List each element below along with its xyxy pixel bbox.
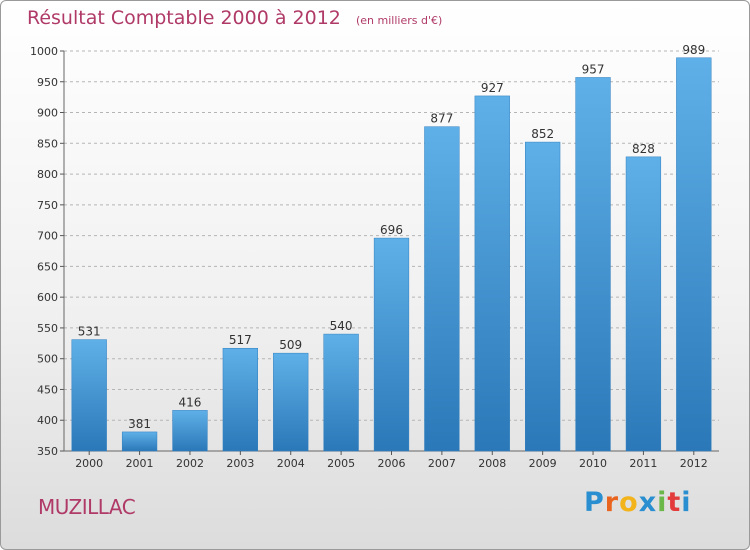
logo-letter: t xyxy=(667,487,682,518)
value-label-2003: 517 xyxy=(229,333,252,347)
x-tick-label-2001: 2001 xyxy=(126,457,154,470)
bar-2012 xyxy=(676,57,712,452)
logo-letter: r xyxy=(604,487,620,518)
x-tick-label-2006: 2006 xyxy=(378,457,406,470)
x-tick-label-2012: 2012 xyxy=(680,457,708,470)
x-tick-label-2003: 2003 xyxy=(226,457,254,470)
value-label-2009: 852 xyxy=(531,127,554,141)
x-tick-label-2005: 2005 xyxy=(327,457,355,470)
y-tick-label: 500 xyxy=(37,353,58,366)
y-tick-label: 400 xyxy=(37,414,58,427)
y-tick-label: 850 xyxy=(37,137,58,150)
value-label-2011: 828 xyxy=(632,142,655,156)
x-tick-label-2011: 2011 xyxy=(629,457,657,470)
bar-2009 xyxy=(525,141,561,452)
bar-2011 xyxy=(625,156,662,452)
value-label-2008: 927 xyxy=(481,81,504,95)
value-label-2006: 696 xyxy=(380,223,403,237)
y-tick-label: 800 xyxy=(37,168,58,181)
bar-2000 xyxy=(71,339,107,452)
logo-letter: i xyxy=(657,487,668,518)
value-label-2010: 957 xyxy=(582,62,605,76)
x-tick-label-2000: 2000 xyxy=(75,457,103,470)
y-tick-label: 600 xyxy=(37,291,58,304)
y-tick-label: 1000 xyxy=(30,45,58,58)
y-tick-label: 550 xyxy=(37,322,58,335)
chart-unit: (en milliers d'€) xyxy=(355,14,443,27)
y-tick-label: 900 xyxy=(37,107,58,120)
bar-2006 xyxy=(373,237,410,452)
value-label-2001: 381 xyxy=(128,417,151,431)
bar-2002 xyxy=(172,410,208,452)
logo-letter: o xyxy=(619,487,639,518)
x-tick-label-2004: 2004 xyxy=(277,457,305,470)
x-tick-label-2007: 2007 xyxy=(428,457,456,470)
value-label-2002: 416 xyxy=(179,395,202,409)
bar-2001 xyxy=(121,431,158,452)
y-tick-label: 950 xyxy=(37,76,58,89)
x-tick-label-2002: 2002 xyxy=(176,457,204,470)
bar-2007 xyxy=(424,126,460,452)
bar-2003 xyxy=(222,347,258,452)
chart-title-block: Résultat Comptable 2000 à 2012 (en milli… xyxy=(27,7,442,29)
chart-title: Résultat Comptable 2000 à 2012 xyxy=(27,7,341,29)
value-label-2005: 540 xyxy=(330,319,353,333)
x-tick-label-2010: 2010 xyxy=(579,457,607,470)
y-tick-label: 700 xyxy=(37,230,58,243)
value-label-2000: 531 xyxy=(78,325,101,339)
logo-letter: i xyxy=(681,487,692,518)
value-label-2004: 509 xyxy=(279,338,302,352)
x-tick-label-2008: 2008 xyxy=(478,457,506,470)
x-tick-label-2009: 2009 xyxy=(529,457,557,470)
logo-letter: P xyxy=(584,487,605,518)
proxiti-logo: Proxiti xyxy=(584,487,692,518)
y-tick-label: 750 xyxy=(37,199,58,212)
logo-letter: x xyxy=(638,487,658,518)
y-tick-label: 650 xyxy=(37,260,58,273)
bar-2010 xyxy=(575,77,611,452)
bar-2005 xyxy=(323,333,359,452)
y-tick-label: 350 xyxy=(37,445,58,458)
value-label-2007: 877 xyxy=(430,112,453,126)
city-name: MUZILLAC xyxy=(38,495,136,519)
bar-2008 xyxy=(474,95,510,452)
bar-2004 xyxy=(273,352,309,452)
y-tick-label: 450 xyxy=(37,383,58,396)
value-label-2012: 989 xyxy=(682,43,705,57)
